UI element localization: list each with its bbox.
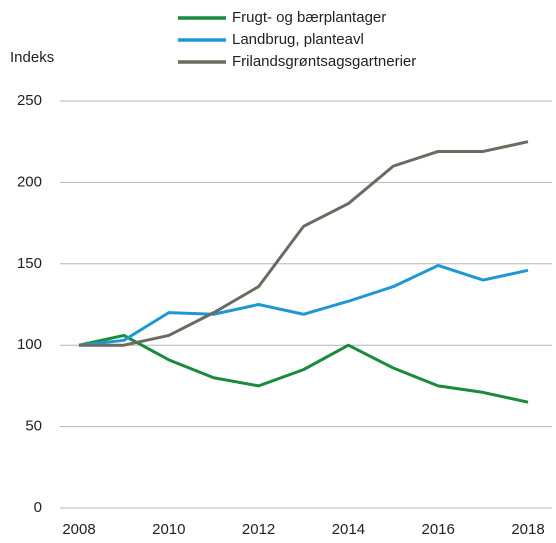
y-tick-label: 150 bbox=[17, 255, 42, 272]
series-line bbox=[79, 140, 529, 347]
y-tick-label: 250 bbox=[17, 92, 42, 109]
y-axis-label: Indeks bbox=[10, 49, 54, 66]
x-tick-label: 2010 bbox=[152, 521, 185, 538]
legend-label: Frugt- og bærplantager bbox=[232, 9, 386, 26]
legend-label: Landbrug, planteavl bbox=[232, 31, 364, 48]
y-tick-label: 0 bbox=[34, 499, 42, 516]
x-tick-label: 2008 bbox=[62, 521, 95, 538]
x-tick-label: 2018 bbox=[511, 521, 544, 538]
y-tick-label: 50 bbox=[25, 418, 42, 435]
series-line bbox=[78, 333, 529, 404]
x-tick-label: 2012 bbox=[242, 521, 275, 538]
y-tick-label: 100 bbox=[17, 336, 42, 353]
x-tick-label: 2016 bbox=[422, 521, 455, 538]
series-line bbox=[78, 263, 529, 347]
x-tick-label: 2014 bbox=[332, 521, 365, 538]
legend-label: Frilandsgrøntsagsgartnerier bbox=[232, 53, 416, 70]
y-tick-label: 200 bbox=[17, 173, 42, 190]
